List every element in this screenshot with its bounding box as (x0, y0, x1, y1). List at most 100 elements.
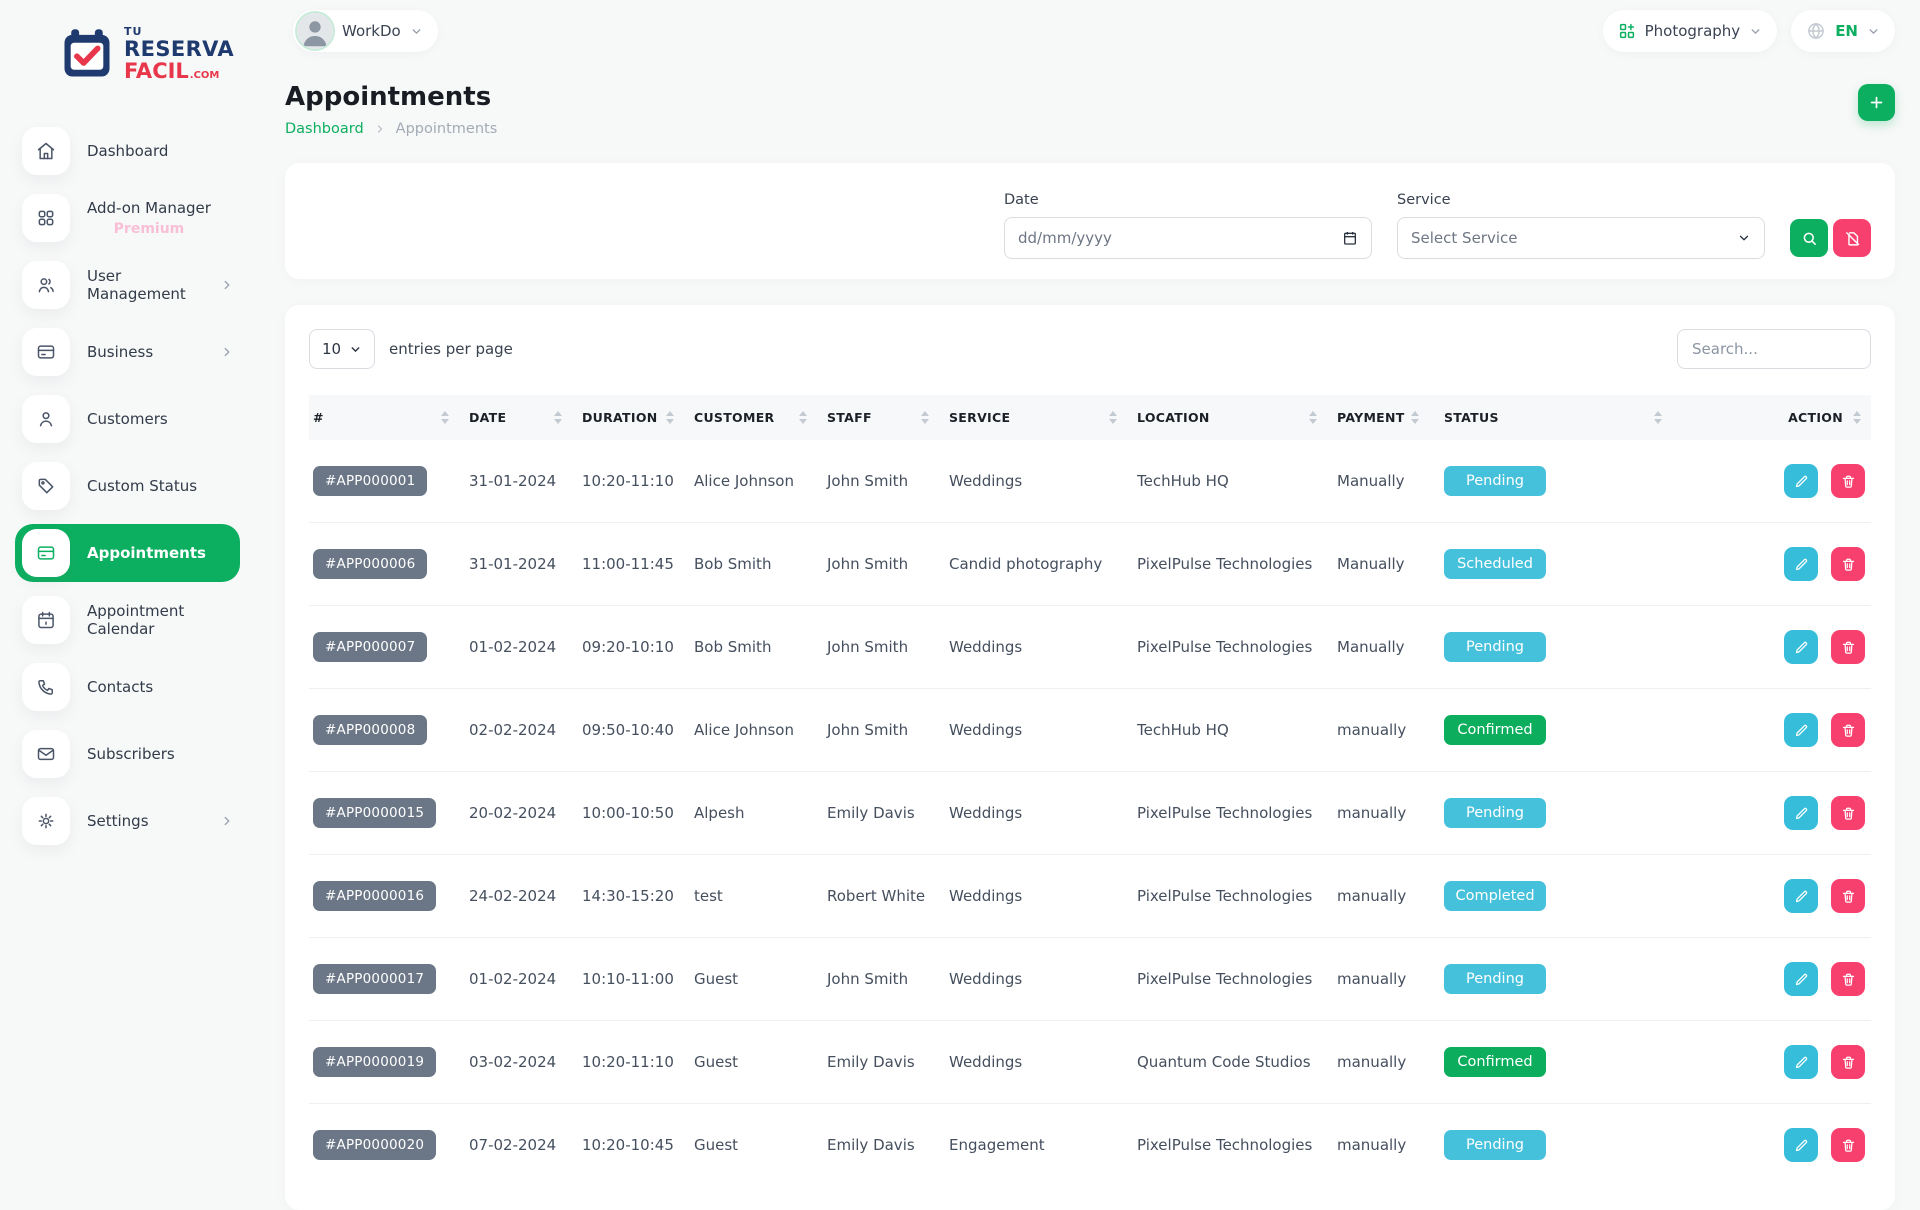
delete-button[interactable] (1831, 962, 1865, 996)
date-input[interactable]: dd/mm/yyyy (1004, 217, 1372, 259)
edit-button[interactable] (1784, 1128, 1818, 1162)
delete-button[interactable] (1831, 464, 1865, 498)
pencil-icon (1794, 972, 1809, 987)
service-select[interactable]: Select Service (1397, 217, 1765, 259)
appointment-service: Weddings (939, 440, 1127, 523)
edit-button[interactable] (1784, 630, 1818, 664)
delete-button[interactable] (1831, 630, 1865, 664)
appointments-table-card: 10 entries per page # (285, 305, 1895, 1210)
delete-button[interactable] (1831, 1045, 1865, 1079)
apps-icon (22, 194, 70, 242)
appointment-row: #APP0000017 01-02-2024 10:10-11:00 Guest… (309, 938, 1871, 1021)
appointment-duration: 10:20-11:10 (572, 440, 684, 523)
sidebar-item-appointments[interactable]: Appointments (15, 524, 240, 582)
edit-button[interactable] (1784, 464, 1818, 498)
appointment-location: PixelPulse Technologies (1127, 1104, 1327, 1187)
column-header-id[interactable]: # (309, 395, 459, 440)
trash-icon (1841, 640, 1856, 655)
edit-button[interactable] (1784, 962, 1818, 996)
delete-button[interactable] (1831, 879, 1865, 913)
appointment-id-badge: #APP0000020 (313, 1130, 436, 1160)
column-header-status[interactable]: STATUS (1422, 395, 1672, 440)
edit-button[interactable] (1784, 713, 1818, 747)
column-header-action[interactable]: ACTION (1672, 395, 1871, 440)
edit-button[interactable] (1784, 796, 1818, 830)
column-header-payment[interactable]: PAYMENT (1327, 395, 1422, 440)
trash-icon (1841, 806, 1856, 821)
sidebar-item-business[interactable]: Business (15, 323, 240, 381)
appointment-staff: John Smith (817, 606, 939, 689)
table-controls: 10 entries per page (309, 329, 1871, 369)
service-filter-label: Service (1397, 192, 1765, 208)
brand-logo[interactable]: TU RESERVA FACIL .COM (0, 26, 285, 82)
appointment-staff: John Smith (817, 440, 939, 523)
column-header-service[interactable]: SERVICE (939, 395, 1127, 440)
workspace-switcher[interactable]: WorkDo (293, 10, 438, 52)
edit-button[interactable] (1784, 1045, 1818, 1079)
entries-per-page-select[interactable]: 10 (309, 329, 375, 369)
edit-button[interactable] (1784, 879, 1818, 913)
sidebar-item-label: Appointments (87, 544, 206, 562)
grid-plus-icon (1618, 22, 1636, 40)
language-switcher[interactable]: EN (1791, 10, 1895, 52)
sidebar-item-dashboard[interactable]: Dashboard (15, 122, 240, 180)
workspace-name: WorkDo (342, 22, 401, 40)
column-header-date[interactable]: DATE (459, 395, 572, 440)
column-header-location[interactable]: LOCATION (1127, 395, 1327, 440)
column-header-staff[interactable]: STAFF (817, 395, 939, 440)
appointment-payment: Manually (1327, 523, 1422, 606)
table-search-input[interactable] (1677, 329, 1871, 369)
breadcrumb-dashboard-link[interactable]: Dashboard (285, 121, 364, 137)
appointment-row: #APP0000016 24-02-2024 14:30-15:20 test … (309, 855, 1871, 938)
status-badge: Completed (1444, 881, 1546, 911)
delete-button[interactable] (1831, 713, 1865, 747)
edit-button[interactable] (1784, 547, 1818, 581)
sidebar-item-settings[interactable]: Settings (15, 792, 240, 850)
breadcrumb: Dashboard Appointments (285, 121, 497, 137)
filter-card: Date dd/mm/yyyy Service Select Service (285, 163, 1895, 279)
delete-button[interactable] (1831, 547, 1865, 581)
module-switcher[interactable]: Photography (1603, 10, 1778, 52)
delete-button[interactable] (1831, 1128, 1865, 1162)
appointment-staff: Emily Davis (817, 1104, 939, 1187)
appointment-service: Candid photography (939, 523, 1127, 606)
chevron-down-icon (1749, 25, 1762, 38)
chevron-right-icon (374, 123, 386, 135)
service-select-value: Select Service (1411, 229, 1517, 247)
home-icon (22, 127, 70, 175)
sidebar-item-label: Contacts (87, 678, 153, 696)
appointments-table: # DATE DURATION CUSTOMER STAFF SERVICE L… (309, 395, 1871, 1186)
sidebar-item-label: Customers (87, 410, 168, 428)
appointment-row: #APP000006 31-01-2024 11:00-11:45 Bob Sm… (309, 523, 1871, 606)
appointment-service: Engagement (939, 1104, 1127, 1187)
appointment-payment: manually (1327, 938, 1422, 1021)
table-header-row: # DATE DURATION CUSTOMER STAFF SERVICE L… (309, 395, 1871, 440)
add-appointment-button[interactable] (1858, 84, 1895, 121)
sidebar-item-contacts[interactable]: Contacts (15, 658, 240, 716)
sidebar-item-addon-manager[interactable]: Add-on Manager Premium (15, 189, 240, 247)
sidebar-item-user-management[interactable]: User Management (15, 256, 240, 314)
delete-button[interactable] (1831, 796, 1865, 830)
appointment-date: 07-02-2024 (459, 1104, 572, 1187)
sort-icon (921, 411, 929, 424)
brand-logo-text: TU RESERVA FACIL .COM (124, 26, 234, 82)
column-header-customer[interactable]: CUSTOMER (684, 395, 817, 440)
users-icon (22, 261, 70, 309)
sidebar-item-subscribers[interactable]: Subscribers (15, 725, 240, 783)
chevron-down-icon (1737, 231, 1751, 245)
filter-reset-button[interactable] (1833, 219, 1871, 257)
appointment-id-badge: #APP0000017 (313, 964, 436, 994)
sidebar-item-label: Settings (87, 812, 149, 830)
sidebar-item-customers[interactable]: Customers (15, 390, 240, 448)
trash-icon (1841, 557, 1856, 572)
column-header-duration[interactable]: DURATION (572, 395, 684, 440)
breadcrumb-current: Appointments (396, 121, 498, 137)
sidebar-item-appointment-calendar[interactable]: Appointment Calendar (15, 591, 240, 649)
globe-icon (1806, 21, 1826, 41)
status-badge: Confirmed (1444, 715, 1546, 745)
trash-icon (1841, 474, 1856, 489)
appointment-date: 24-02-2024 (459, 855, 572, 938)
sidebar-item-custom-status[interactable]: Custom Status (15, 457, 240, 515)
appointment-id-badge: #APP000001 (313, 466, 427, 496)
filter-search-button[interactable] (1790, 219, 1828, 257)
